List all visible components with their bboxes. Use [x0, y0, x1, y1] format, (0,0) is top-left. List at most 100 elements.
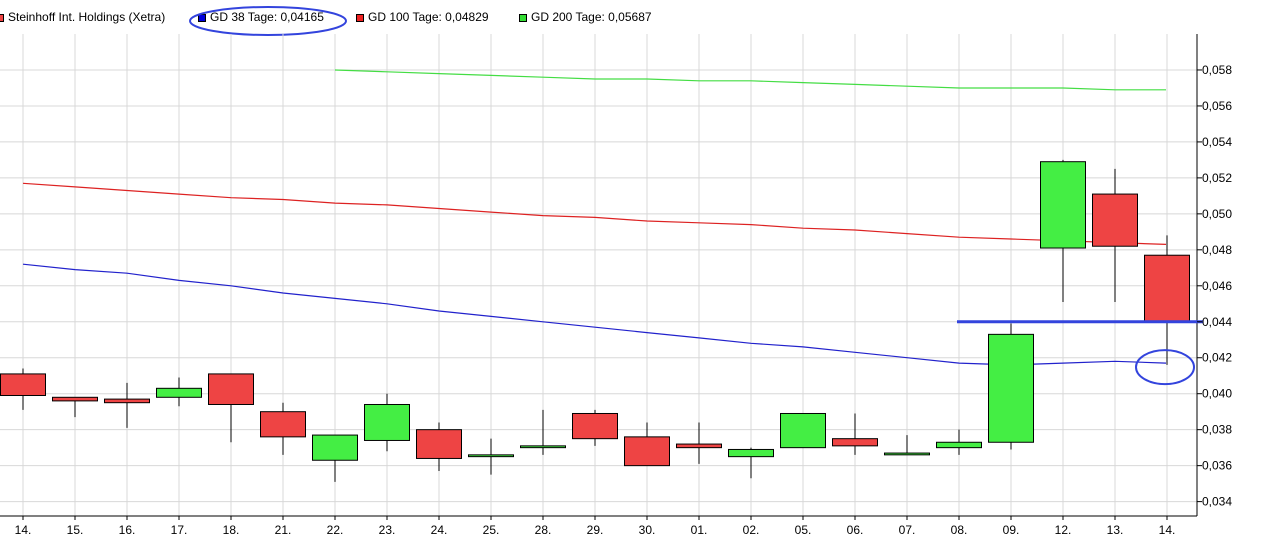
legend-label-price: Steinhoff Int. Holdings (Xetra) — [8, 10, 166, 24]
y-tick-label-3: 0,040 — [1202, 387, 1232, 401]
x-tick-label-15: 05. — [795, 523, 812, 534]
y-tick-label-1: 0,036 — [1202, 459, 1232, 473]
legend-label-gd100: GD 100 Tage: 0,04829 — [368, 10, 489, 24]
chart-legend: Steinhoff Int. Holdings (Xetra) GD 38 Ta… — [0, 0, 1200, 34]
candle-body-2 — [104, 398, 150, 404]
candle-8 — [416, 422, 462, 472]
y-axis: 0,034 0,036 0,038 0,040 0,042 0,044 0,046 0,048… — [1197, 63, 1232, 509]
y-tick-label-4: 0,042 — [1202, 351, 1232, 365]
candle-7 — [364, 393, 410, 452]
candle-body-13 — [676, 443, 722, 449]
candle-body-0 — [0, 373, 46, 396]
candle-20 — [1040, 159, 1086, 302]
candle-body-8 — [416, 429, 462, 459]
candle-body-18 — [936, 441, 982, 449]
candle-9 — [468, 438, 514, 475]
candle-body-5 — [260, 411, 306, 438]
x-tick-label-16: 06. — [847, 523, 864, 534]
candle-12 — [624, 422, 670, 467]
candle-17 — [884, 435, 930, 456]
candle-2 — [104, 382, 150, 428]
y-tick-label-2: 0,038 — [1202, 423, 1232, 437]
candle-19 — [988, 323, 1034, 450]
legend-item-price: Steinhoff Int. Holdings (Xetra) — [0, 10, 165, 24]
annotations — [957, 320, 1203, 386]
candle-body-4 — [208, 373, 254, 405]
candle-4 — [208, 373, 254, 443]
candle-3 — [156, 377, 202, 407]
x-tick-label-14: 02. — [743, 523, 760, 534]
legend-item-gd38: GD 38 Tage: 0,04165 — [198, 10, 324, 24]
plot-frame — [0, 34, 1198, 517]
y-tick-label-7: 0,048 — [1202, 243, 1232, 257]
candle-11 — [572, 409, 618, 446]
x-tick-label-13: 01. — [691, 523, 708, 534]
legend-swatch-price — [0, 14, 4, 22]
candle-15 — [780, 412, 826, 449]
candle-body-20 — [1040, 161, 1086, 249]
candle-body-21 — [1092, 193, 1138, 247]
x-tick-label-3: 17. — [171, 523, 188, 534]
candle-body-14 — [728, 448, 774, 458]
legend-item-gd200: GD 200 Tage: 0,05687 — [519, 10, 652, 24]
ma-line-2 — [334, 69, 1166, 91]
candle-13 — [676, 422, 722, 464]
x-tick-label-22: 14. — [1159, 523, 1176, 534]
x-tick-label-0: 14. — [15, 523, 32, 534]
candle-body-3 — [156, 387, 202, 398]
candle-1 — [52, 396, 98, 418]
candle-16 — [832, 413, 878, 455]
candle-10 — [520, 409, 566, 455]
chart-grid — [0, 34, 1197, 516]
candle-21 — [1092, 168, 1138, 302]
y-tick-label-9: 0,052 — [1202, 171, 1232, 185]
y-tick-label-12: 0,058 — [1202, 63, 1232, 77]
candle-0 — [0, 368, 46, 410]
candle-body-7 — [364, 403, 410, 441]
legend-label-gd200: GD 200 Tage: 0,05687 — [531, 10, 652, 24]
y-tick-label-11: 0,056 — [1202, 99, 1232, 113]
candle-body-11 — [572, 412, 618, 440]
annotation-circle — [1135, 349, 1195, 386]
x-tick-label-20: 12. — [1055, 523, 1072, 534]
x-tick-label-19: 09. — [1003, 523, 1020, 534]
x-tick-label-1: 15. — [67, 523, 84, 534]
legend-item-gd100: GD 100 Tage: 0,04829 — [356, 10, 489, 24]
x-tick-label-8: 24. — [431, 523, 448, 534]
candle-body-10 — [520, 445, 566, 449]
y-tick-label-6: 0,046 — [1202, 279, 1232, 293]
candle-6 — [312, 434, 358, 482]
candle-body-19 — [988, 333, 1034, 443]
y-tick-label-5: 0,044 — [1202, 315, 1232, 329]
candle-body-22 — [1144, 254, 1190, 323]
x-axis: 14. 15. 16. 17. 18. 21. 22. 23. 24. 25. 28. 29. 30. 0… — [15, 516, 1176, 534]
candle-body-16 — [832, 438, 878, 447]
y-tick-label-10: 0,054 — [1202, 135, 1232, 149]
candle-body-12 — [624, 436, 670, 467]
candle-body-1 — [52, 396, 98, 402]
x-tick-label-5: 21. — [275, 523, 292, 534]
candle-body-6 — [312, 434, 358, 461]
y-tick-label-8: 0,050 — [1202, 207, 1232, 221]
candle-body-17 — [884, 452, 930, 456]
candle-22 — [1144, 235, 1190, 365]
x-tick-label-21: 13. — [1107, 523, 1124, 534]
x-tick-label-18: 08. — [951, 523, 968, 534]
x-tick-label-6: 22. — [327, 523, 344, 534]
ma-line-0 — [22, 263, 1167, 366]
ma-line-1 — [22, 182, 1167, 245]
legend-swatch-gd100 — [356, 14, 364, 22]
candle-body-15 — [780, 412, 826, 449]
x-tick-label-10: 28. — [535, 523, 552, 534]
x-tick-label-12: 30. — [639, 523, 656, 534]
moving-average-lines — [22, 69, 1167, 366]
legend-label-gd38: GD 38 Tage: 0,04165 — [210, 10, 324, 24]
x-tick-label-2: 16. — [119, 523, 136, 534]
y-tick-label-0: 0,034 — [1202, 495, 1232, 509]
x-tick-label-9: 25. — [483, 523, 500, 534]
annotation-legend-ellipse — [189, 6, 347, 36]
candle-5 — [260, 402, 306, 455]
x-tick-label-7: 23. — [379, 523, 396, 534]
legend-swatch-gd38 — [198, 14, 206, 22]
